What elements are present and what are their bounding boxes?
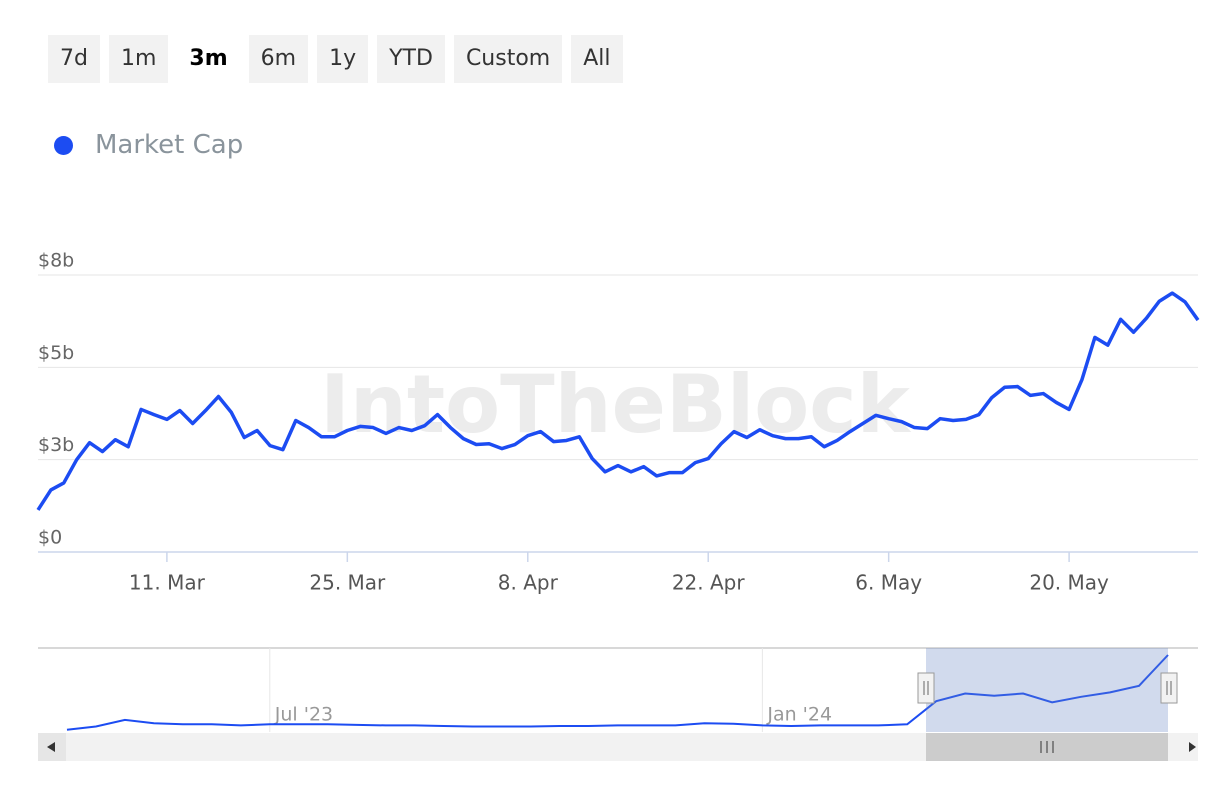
navigator-line	[66, 654, 1169, 731]
x-tick-label: 22. Apr	[672, 571, 746, 595]
scrollbar-arrow	[1189, 742, 1196, 752]
navigator-label: Jul '23	[274, 704, 333, 726]
navigator-label: Jan '24	[766, 704, 832, 726]
watermark: IntoTheBlock	[320, 358, 911, 451]
x-tick-label: 25. Mar	[309, 571, 386, 595]
scrollbar-grip	[1040, 741, 1054, 753]
range-button[interactable]: Custom	[453, 35, 563, 83]
legend-marker	[54, 135, 73, 155]
navigator-handle-grip	[923, 681, 929, 695]
x-tick-label: 11. Mar	[129, 571, 206, 595]
range-selector: 7d 1m 3m 6m 1y YTD Custom All	[48, 35, 623, 83]
y-tick-label: $8b	[38, 250, 74, 272]
range-button[interactable]: 7d	[48, 35, 100, 83]
navigator-selection	[926, 648, 1168, 732]
range-button[interactable]: 6m	[248, 35, 309, 83]
navigator-handle-grip	[1166, 681, 1172, 695]
y-tick-label: $0	[38, 527, 62, 549]
scrollbar-arrow	[47, 742, 55, 752]
y-tick-label: $3b	[38, 434, 74, 456]
x-tick-label: 6. May	[855, 571, 922, 595]
range-button[interactable]: 1m	[108, 35, 169, 83]
x-tick-label: 20. May	[1029, 571, 1109, 595]
x-tick-label: 8. Apr	[498, 571, 559, 595]
legend: Market Cap	[54, 130, 243, 160]
range-button[interactable]: YTD	[377, 35, 445, 83]
navigator-handle	[1160, 672, 1178, 704]
range-button[interactable]: 1y	[317, 35, 369, 83]
range-button[interactable]: 3m	[177, 35, 240, 83]
legend-label[interactable]: Market Cap	[95, 130, 244, 160]
series-line	[36, 291, 1200, 511]
y-tick-label: $5b	[38, 342, 74, 364]
navigator-handle	[917, 672, 935, 704]
range-button[interactable]: All	[571, 35, 623, 83]
